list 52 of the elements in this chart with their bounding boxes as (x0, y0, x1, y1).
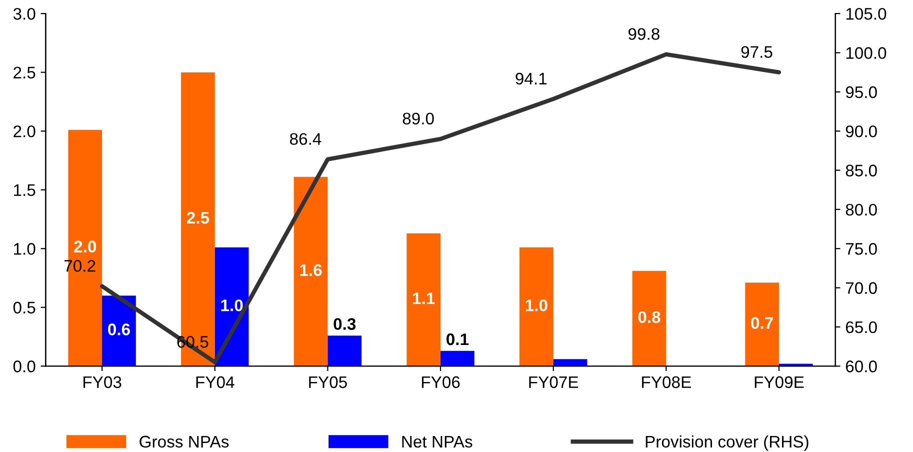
y2-tick-label: 105.0 (846, 8, 886, 20)
y2-tick-label: 60.0 (846, 360, 877, 372)
y2-tick-label: 95.0 (846, 86, 877, 98)
data-label: 1.6 (300, 264, 322, 276)
x-tick-label: FY05 (309, 376, 347, 388)
y2-tick-label: 70.0 (846, 282, 877, 294)
data-label: 1.0 (221, 299, 243, 312)
legend-label: Provision cover (RHS) (646, 435, 808, 451)
y2-tick-label: 100.0 (846, 47, 886, 59)
y-tick-label: 2.0 (14, 125, 36, 138)
data-label: 94.1 (516, 72, 547, 85)
bar (519, 247, 554, 366)
data-label: 99.8 (628, 28, 660, 40)
y2-tick-label: 85.0 (846, 164, 877, 176)
y-tick-label: 0.0 (13, 360, 36, 372)
data-label: 0.7 (751, 317, 773, 329)
bar (328, 336, 362, 366)
y2-tick-label: 75.0 (846, 243, 877, 255)
y-tick-label: 3.0 (13, 8, 36, 20)
y2-tick-label: 80.0 (846, 204, 877, 216)
y2-tick-label: 65.0 (846, 321, 877, 334)
bar (440, 350, 474, 366)
y2-tick-label: 90.0 (846, 125, 877, 138)
bar (553, 359, 588, 366)
bar (102, 296, 136, 366)
bar (632, 270, 666, 366)
data-label: 86.4 (290, 133, 322, 145)
y-tick-label: 1.0 (14, 243, 36, 255)
legend-label: Gross NPAs (140, 436, 229, 448)
y-tick-label: 2.5 (14, 66, 36, 79)
x-tick-label: FY06 (422, 376, 460, 388)
data-label: 0.3 (334, 318, 356, 330)
data-label: 1.1 (413, 292, 435, 304)
data-label: 97.5 (741, 46, 772, 58)
x-tick-label: FY08E (642, 376, 691, 388)
data-label: 89.0 (402, 112, 434, 125)
legend-label: Net NPAs (402, 436, 472, 448)
data-label: 0.1 (446, 333, 469, 346)
data-label: 2.5 (186, 212, 210, 224)
y-tick-label: 1.5 (14, 184, 36, 196)
bar (745, 282, 779, 366)
data-label: 2.0 (74, 240, 96, 252)
x-tick-label: FY03 (84, 376, 122, 388)
data-label: 1.0 (526, 299, 548, 312)
x-tick-label: FY07E (529, 376, 578, 388)
y-tick-label: 0.5 (13, 302, 36, 314)
bar (406, 233, 441, 366)
x-tick-label: FY09E (754, 376, 804, 388)
bar (294, 176, 328, 366)
x-tick-label: FY04 (196, 376, 234, 388)
data-label: 0.8 (638, 311, 660, 323)
data-label: 0.6 (108, 324, 130, 336)
